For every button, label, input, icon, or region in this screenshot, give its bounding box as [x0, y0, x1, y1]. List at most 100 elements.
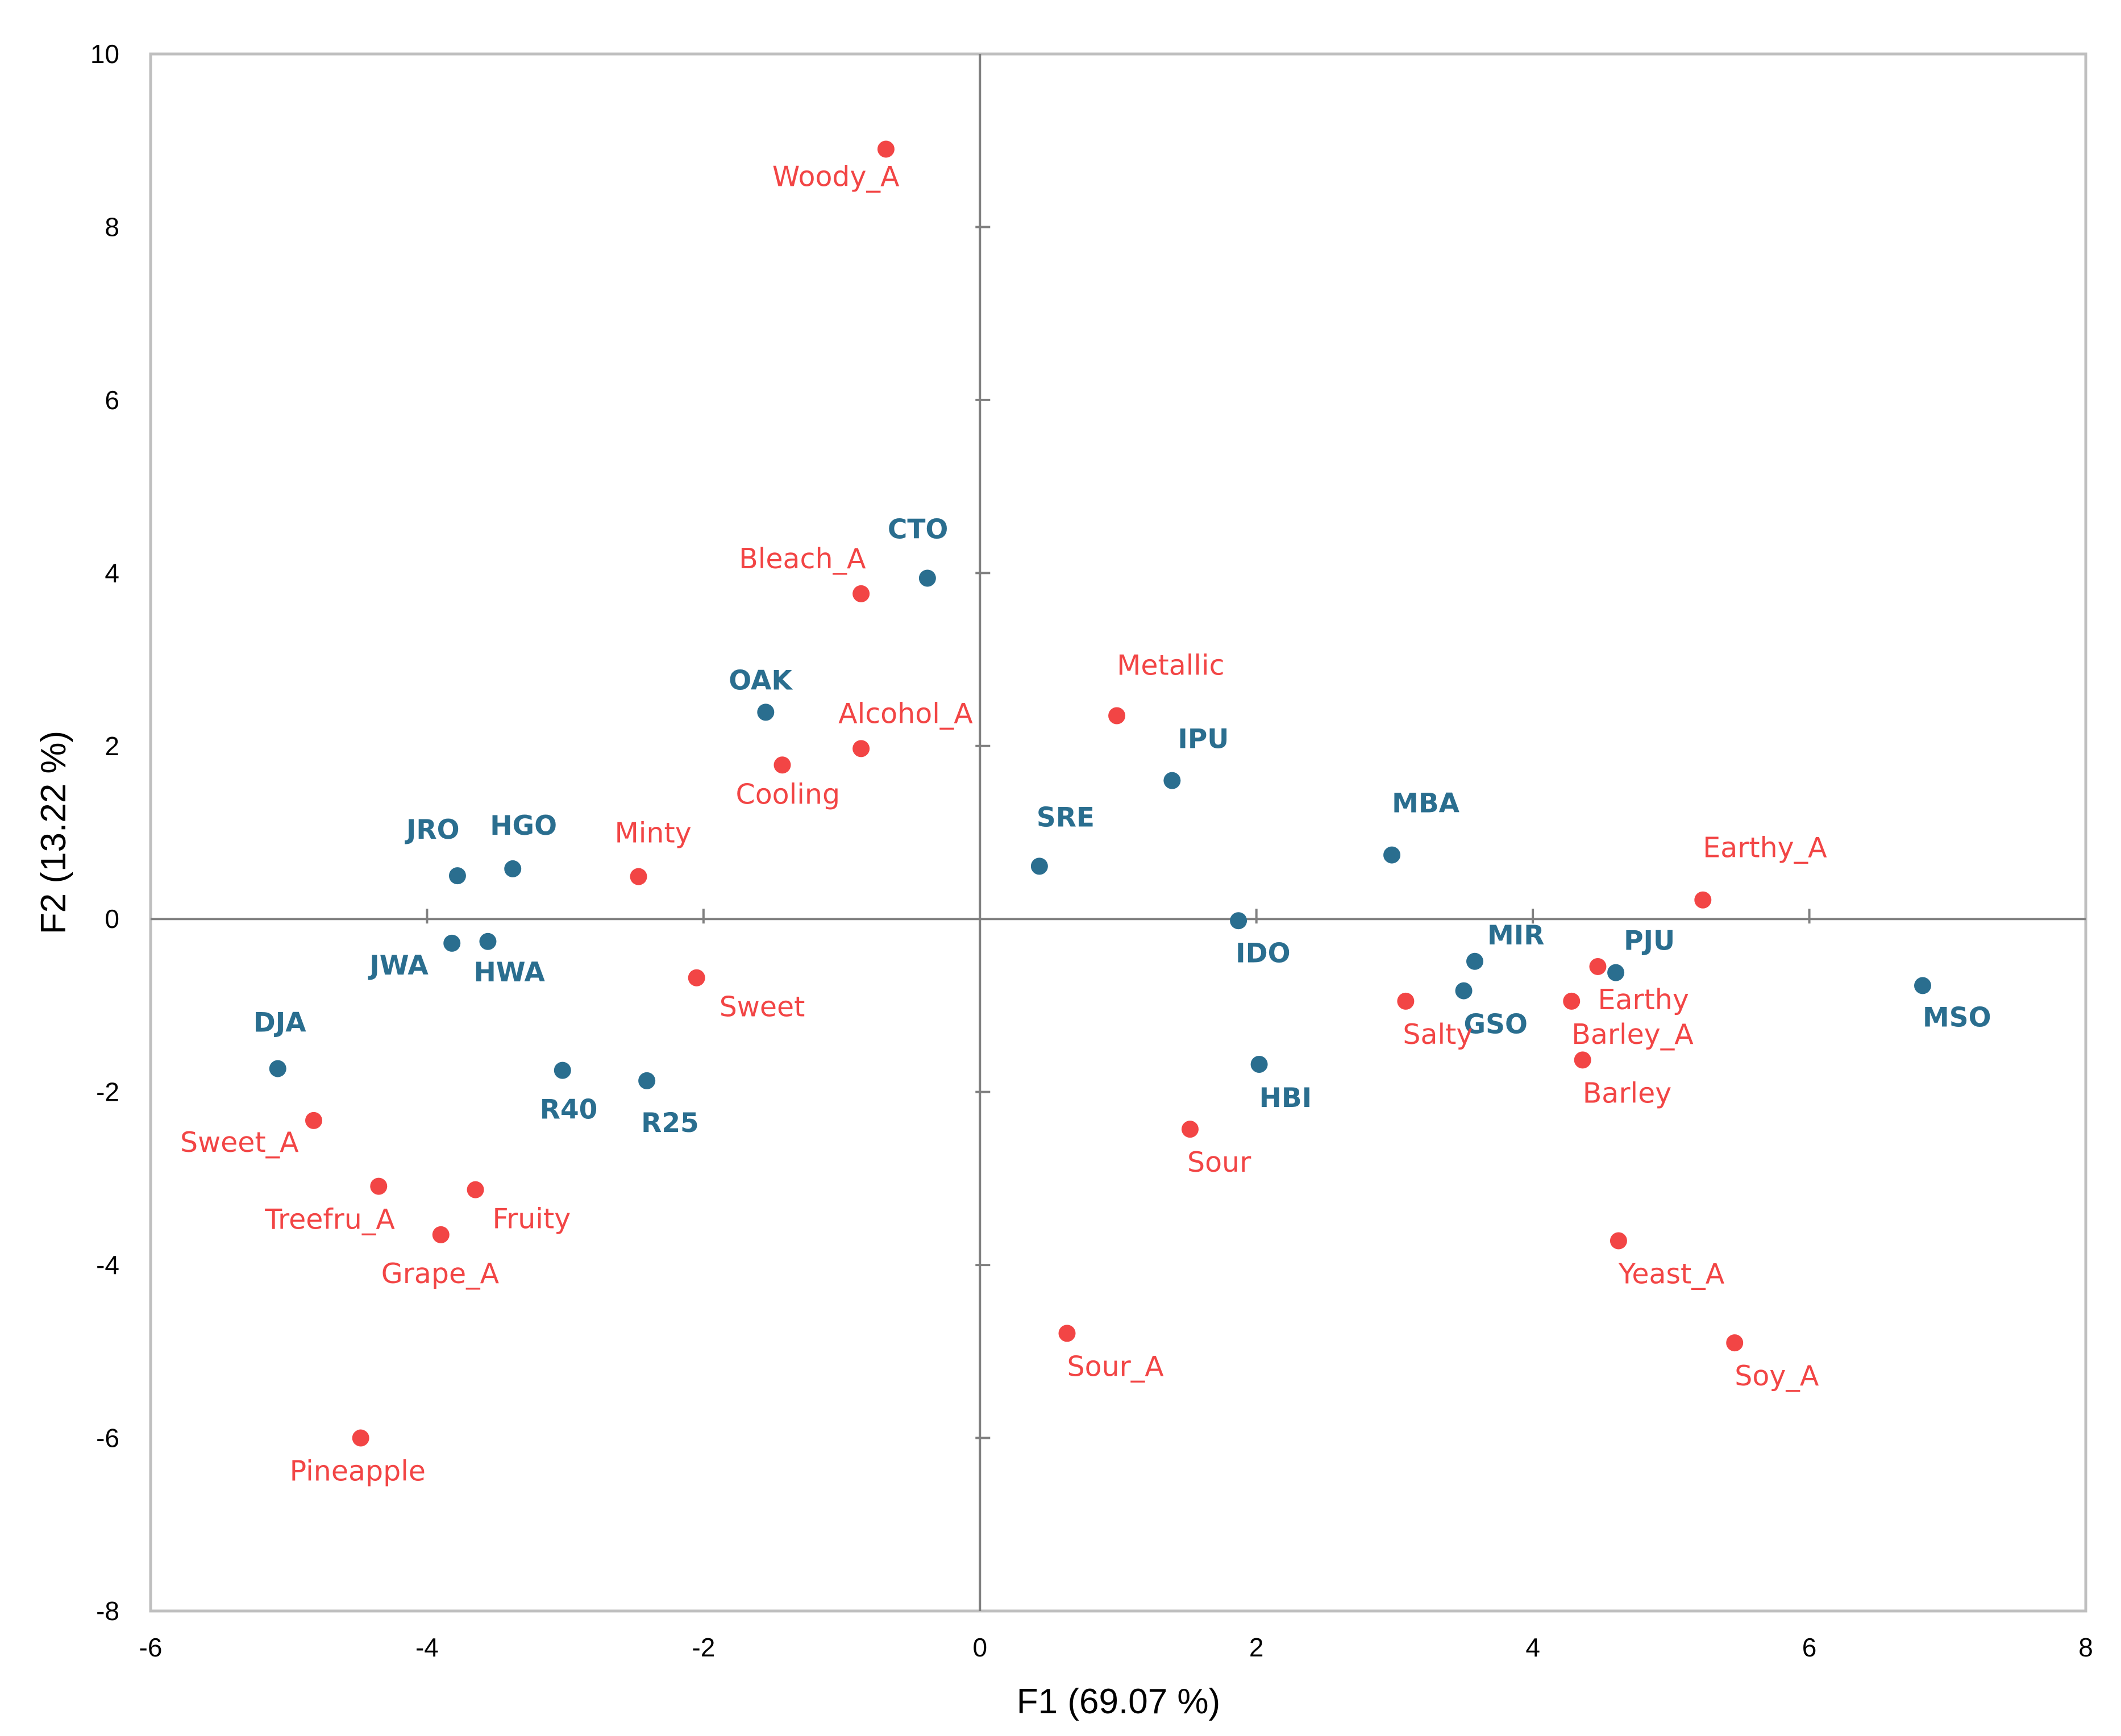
variable-point-sour: [1182, 1121, 1199, 1138]
variable-label: Sour_A: [1067, 1350, 1165, 1383]
y-tick-label: 4: [105, 558, 119, 588]
observation-point-ipu: [1163, 772, 1180, 789]
observation-label: R40: [540, 1094, 598, 1126]
observation-point-jro: [449, 867, 466, 884]
variable-point-woody-a: [877, 140, 895, 157]
observation-point-pju: [1607, 964, 1624, 981]
observation-point-mba: [1383, 847, 1400, 864]
variable-label: Earthy: [1598, 984, 1689, 1016]
observation-point-r40: [554, 1062, 571, 1079]
observation-label: HWA: [473, 957, 545, 988]
variable-label: Alcohol_A: [838, 697, 973, 730]
y-tick-label: -4: [96, 1250, 119, 1280]
variable-point-earthy: [1589, 958, 1606, 975]
x-tick-label: 8: [2078, 1633, 2093, 1662]
observation-point-sre: [1031, 857, 1048, 875]
x-tick-label: 4: [1525, 1633, 1540, 1662]
variable-point-sweet: [688, 969, 705, 986]
variable-label: Grape_A: [381, 1258, 500, 1290]
x-tick-label: -4: [415, 1633, 439, 1662]
variable-label: Fruity: [493, 1203, 571, 1235]
point-labels: CTO OAK IPU SRE MBA JRO HGO IDO JWA HWA MIR PJU GSO M…: [180, 160, 1991, 1487]
variable-point-treefru-a: [370, 1178, 387, 1195]
variable-label: Yeast_A: [1618, 1258, 1725, 1290]
variable-point-yeast-a: [1610, 1232, 1627, 1249]
variable-label: Woody_A: [772, 160, 900, 193]
variable-point-bleach-a: [852, 585, 870, 602]
observation-point-mir: [1466, 953, 1483, 970]
observation-point-hgo: [504, 860, 521, 877]
variable-point-sour-a: [1059, 1325, 1076, 1342]
variable-label: Sour: [1187, 1146, 1251, 1179]
observation-label: JRO: [405, 814, 460, 846]
observation-point-jwa: [443, 935, 460, 952]
observation-point-hwa: [479, 933, 496, 950]
observation-label: GSO: [1464, 1009, 1528, 1040]
variable-point-pineapple: [352, 1430, 369, 1447]
observation-label: OAK: [729, 665, 793, 696]
scatter-chart: -6 -4 -2 0 2 4 6 8-8-6-4-20246810 F1 (69.07 %) …: [0, 0, 2121, 1736]
observation-point-dja: [269, 1060, 286, 1077]
observation-point-mso: [1914, 977, 1931, 994]
variable-label: Bleach_A: [739, 543, 866, 575]
variable-label: Salty: [1403, 1018, 1473, 1051]
observation-label: HGO: [490, 810, 557, 842]
observation-point-r25: [638, 1072, 655, 1089]
y-tick-label: 2: [105, 731, 119, 761]
observation-point-oak: [757, 703, 774, 721]
y-tick-label: -8: [96, 1596, 119, 1626]
variable-label: Cooling: [735, 778, 840, 810]
observation-label: IPU: [1178, 724, 1229, 755]
variable-point-alcohol-a: [852, 740, 870, 757]
variable-label: Barley_A: [1571, 1018, 1694, 1051]
observation-label: MSO: [1923, 1002, 1991, 1033]
variable-point-fruity: [467, 1181, 484, 1198]
variable-point-soy-a: [1726, 1334, 1743, 1351]
variable-point-barley: [1574, 1051, 1591, 1068]
y-axis-title: F2 (13.22 %): [34, 731, 73, 934]
variable-point-cooling: [773, 756, 791, 773]
observation-label: DJA: [253, 1008, 307, 1039]
observation-label: MIR: [1487, 920, 1544, 951]
y-tick-label: 0: [105, 904, 119, 934]
x-tick-label: 0: [972, 1633, 987, 1662]
y-tick-label: 10: [90, 39, 119, 69]
y-tick-label: 8: [105, 212, 119, 242]
observation-label: SRE: [1037, 802, 1095, 833]
observation-point-gso: [1455, 983, 1473, 1000]
variable-point-metallic: [1108, 707, 1125, 725]
variable-label: Barley: [1583, 1077, 1672, 1109]
observation-label: R25: [641, 1108, 699, 1139]
observation-label: PJU: [1624, 926, 1675, 957]
observation-point-ido: [1230, 912, 1247, 929]
variable-point-earthy-a: [1694, 892, 1711, 909]
variable-label: Pineapple: [290, 1455, 426, 1488]
observation-label: IDO: [1236, 938, 1290, 969]
observation-label: MBA: [1392, 788, 1460, 819]
variable-point-grape-a: [432, 1226, 450, 1243]
variable-label: Treefru_A: [264, 1204, 395, 1236]
observation-label: JWA: [368, 950, 429, 981]
observation-point-cto: [919, 569, 936, 586]
variable-point-minty: [630, 868, 647, 885]
observation-label: HBI: [1259, 1083, 1312, 1114]
variable-label: Soy_A: [1735, 1360, 1819, 1392]
observation-label: CTO: [888, 514, 949, 545]
variable-label: Metallic: [1117, 650, 1224, 682]
variable-point-sweet-a: [305, 1112, 322, 1129]
x-tick-label: -6: [139, 1633, 163, 1662]
data-points: [269, 140, 1931, 1446]
variable-point-salty: [1397, 993, 1414, 1010]
observation-point-hbi: [1251, 1056, 1268, 1073]
variable-label: Sweet_A: [180, 1126, 299, 1159]
variable-label: Earthy_A: [1703, 832, 1827, 864]
variable-point-barley-a: [1563, 993, 1580, 1010]
x-tick-label: 2: [1249, 1633, 1264, 1662]
variable-label: Minty: [615, 817, 692, 850]
x-tick-label: -2: [692, 1633, 715, 1662]
y-tick-label: -2: [96, 1077, 119, 1107]
x-tick-label: 6: [1802, 1633, 1817, 1662]
variable-label: Sweet: [720, 991, 805, 1023]
x-axis-title: F1 (69.07 %): [1017, 1682, 1220, 1721]
y-tick-label: 6: [105, 385, 119, 415]
